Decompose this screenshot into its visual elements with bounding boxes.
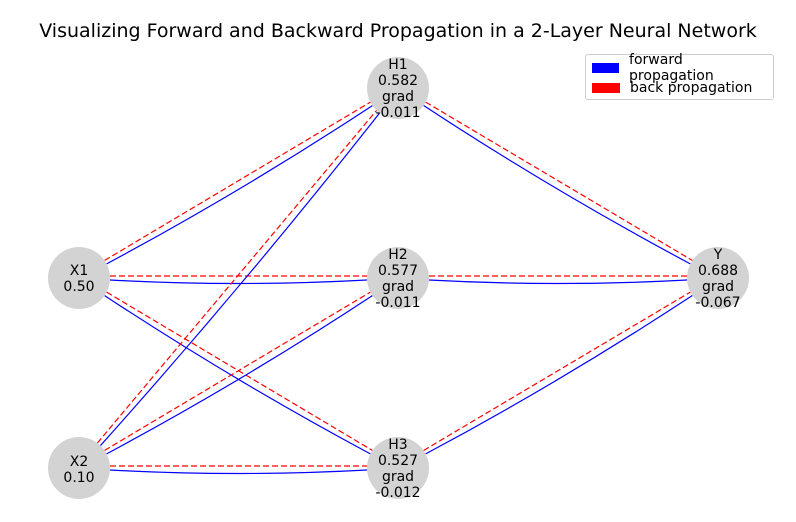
node-x1-value: 0.50	[63, 279, 94, 295]
node-h3-grad: -0.012	[375, 485, 420, 501]
forward-edge-x1-h1	[106, 105, 373, 265]
node-x2-circle	[48, 437, 110, 499]
node-y-name: Y	[713, 247, 723, 263]
node-h3-circle	[367, 437, 429, 499]
node-h1-name: H1	[388, 57, 407, 73]
legend-forward-swatch	[592, 63, 620, 73]
node-h2: H2 0.577 grad -0.011	[367, 247, 429, 311]
node-h3-grad-label: grad	[382, 469, 414, 485]
edges-layer	[96, 101, 693, 475]
node-h3-value: 0.527	[378, 453, 418, 469]
node-x2-value: 0.10	[63, 470, 94, 486]
node-h2-name: H2	[388, 247, 407, 263]
forward-edge-x2-h2	[106, 295, 373, 455]
node-x1-circle	[48, 247, 110, 309]
backward-edge-h1-y	[425, 101, 693, 261]
diagram-title: Visualizing Forward and Backward Propaga…	[39, 20, 757, 42]
backward-edge-x2-h1	[96, 110, 377, 444]
node-h2-circle	[367, 247, 429, 309]
forward-edge-x1-h2	[109, 279, 368, 285]
node-h1-grad-label: grad	[382, 89, 414, 105]
backward-edge-h3-y	[423, 291, 691, 451]
node-x2: X2 0.10	[48, 437, 110, 499]
legend-forward: forward propagation	[592, 52, 767, 84]
legend-backward-label: back propagation	[630, 80, 753, 96]
node-h1-grad: -0.011	[375, 105, 420, 121]
forward-edge-x2-h3	[109, 469, 368, 475]
node-y-circle	[687, 247, 749, 309]
node-x1: X1 0.50	[48, 247, 110, 309]
node-y-value: 0.688	[698, 263, 738, 279]
node-h3: H3 0.527 grad -0.012	[367, 437, 429, 501]
forward-edge-h3-y	[425, 295, 693, 455]
forward-edge-h1-y	[423, 105, 691, 265]
node-h2-grad-label: grad	[382, 279, 414, 295]
forward-edge-x1-h3	[104, 295, 371, 455]
node-h1: H1 0.582 grad -0.011	[367, 57, 429, 121]
legend-backward-swatch	[592, 83, 620, 93]
backward-edge-x2-h2	[104, 291, 371, 451]
node-x2-name: X2	[70, 454, 89, 470]
node-h3-name: H3	[388, 437, 407, 453]
backward-edge-x1-h1	[104, 101, 371, 261]
legend: forward propagation back propagation	[585, 52, 774, 100]
forward-edge-x2-h1	[100, 112, 381, 446]
node-h2-grad: -0.011	[375, 295, 420, 311]
legend-backward: back propagation	[592, 78, 767, 98]
node-h1-value: 0.582	[378, 73, 418, 89]
node-y-grad-label: grad	[702, 279, 734, 295]
legend-forward-label: forward propagation	[629, 52, 714, 84]
forward-edge-h2-y	[428, 279, 688, 285]
node-h2-value: 0.577	[378, 263, 418, 279]
node-h1-circle	[367, 57, 429, 119]
node-y-grad: -0.067	[695, 295, 740, 311]
backward-edge-x1-h3	[106, 291, 373, 451]
node-x1-name: X1	[70, 263, 89, 279]
node-y: Y 0.688 grad -0.067	[687, 247, 749, 311]
